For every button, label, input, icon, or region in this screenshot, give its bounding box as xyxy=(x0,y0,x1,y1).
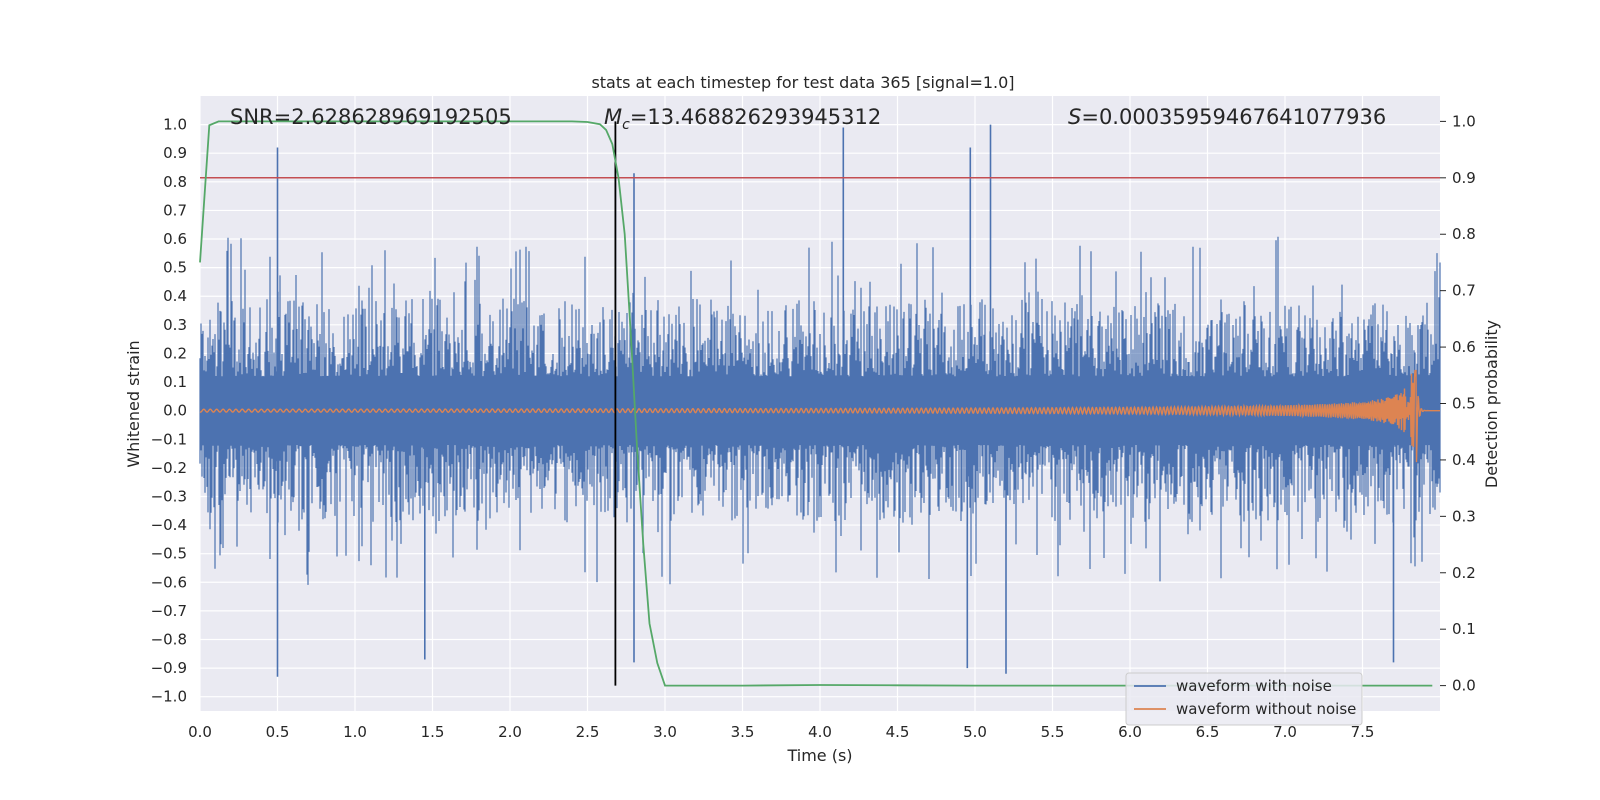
y-left-tick-label: 0.1 xyxy=(163,373,187,391)
y-left-tick-label: 1.0 xyxy=(163,116,187,134)
legend-label-noisy: waveform with noise xyxy=(1176,677,1332,695)
x-tick-label: 6.0 xyxy=(1118,723,1142,741)
y-left-tick-label: −0.5 xyxy=(151,545,187,563)
right-y-axis-ticks: 1.0 0.9 0.8 0.7 0.6 0.5 0.4 0.3 0.2 0.1 0.0 xyxy=(1440,112,1476,695)
y-right-tick-label: 0.8 xyxy=(1452,225,1476,243)
y-right-tick-label: 0.7 xyxy=(1452,282,1476,300)
y-left-tick-label: 0.8 xyxy=(163,173,187,191)
y-right-tick-label: 0.9 xyxy=(1452,169,1476,187)
chirp-mass-symbol: M xyxy=(604,105,622,129)
x-tick-label: 4.5 xyxy=(886,723,910,741)
noisy-waveform-peaks xyxy=(276,124,1395,677)
y-right-tick-label: 0.1 xyxy=(1452,620,1476,638)
legend-label-clean: waveform without noise xyxy=(1176,700,1356,718)
y-left-tick-label: 0.5 xyxy=(163,259,187,277)
x-tick-label: 4.0 xyxy=(808,723,832,741)
y-left-tick-label: 0.7 xyxy=(163,201,187,219)
y-right-tick-label: 0.3 xyxy=(1452,507,1476,525)
y-right-tick-label: 0.0 xyxy=(1452,677,1476,695)
x-tick-label: 1.0 xyxy=(343,723,367,741)
x-axis-ticks: 0.0 0.5 1.0 1.5 2.0 2.5 3.0 3.5 4.0 4.5 5.0 5.5 6.0 6… xyxy=(188,723,1374,741)
legend-box xyxy=(1125,672,1363,726)
y-right-tick-label: 0.5 xyxy=(1452,395,1476,413)
y-left-tick-label: −0.7 xyxy=(151,602,187,620)
x-tick-label: 3.0 xyxy=(653,723,677,741)
y-left-tick-label: 0.4 xyxy=(163,287,187,305)
snr-annotation: SNR=2.628628969192505 xyxy=(230,105,512,129)
y-left-tick-label: −0.6 xyxy=(151,573,187,591)
legend: waveform with noise waveform without noi… xyxy=(1125,672,1363,726)
left-y-axis-ticks: 1.0 0.9 0.8 0.7 0.6 0.5 0.4 0.3 0.2 0.1 0.0 −0.1 −0.… xyxy=(151,116,187,706)
y-left-tick-label: −1.0 xyxy=(151,688,187,706)
y-right-tick-label: 0.6 xyxy=(1452,338,1476,356)
chart-title: stats at each timestep for test data 365… xyxy=(591,73,1014,92)
y-left-tick-label: 0.3 xyxy=(163,316,187,334)
overlay-lines xyxy=(199,120,1440,687)
s-annotation: S=0.00035959467641077936 xyxy=(1068,105,1386,129)
s-symbol: S xyxy=(1068,105,1081,129)
clean-waveform-path xyxy=(199,369,1440,463)
x-tick-label: 5.5 xyxy=(1041,723,1065,741)
y-right-tick-label: 1.0 xyxy=(1452,112,1476,130)
x-tick-label: 3.5 xyxy=(731,723,755,741)
x-tick-label: 7.5 xyxy=(1351,723,1375,741)
clean-waveform xyxy=(199,369,1440,463)
y-left-tick-label: −0.8 xyxy=(151,630,187,648)
y-left-tick-label: 0.9 xyxy=(163,144,187,162)
y-left-tick-label: −0.4 xyxy=(151,516,187,534)
x-tick-label: 0.5 xyxy=(266,723,290,741)
y-left-tick-label: −0.1 xyxy=(151,430,187,448)
right-y-axis-label: Detection probability xyxy=(1482,320,1501,488)
y-left-tick-label: 0.0 xyxy=(163,402,187,420)
x-tick-label: 2.0 xyxy=(498,723,522,741)
y-right-tick-label: 0.4 xyxy=(1452,451,1476,469)
x-tick-label: 0.0 xyxy=(188,723,212,741)
y-left-tick-label: 0.2 xyxy=(163,344,187,362)
y-right-tick-label: 0.2 xyxy=(1452,564,1476,582)
chirp-mass-subscript: c xyxy=(622,117,630,133)
y-left-tick-label: −0.3 xyxy=(151,487,187,505)
x-tick-label: 6.5 xyxy=(1196,723,1220,741)
x-tick-label: 1.5 xyxy=(421,723,445,741)
chirp-mass-annotation: Mc=13.468826293945312 xyxy=(604,105,881,133)
y-left-tick-label: −0.9 xyxy=(151,659,187,677)
chirp-mass-value: =13.468826293945312 xyxy=(630,105,881,129)
detection-probability-line xyxy=(199,120,1433,687)
x-tick-label: 5.0 xyxy=(963,723,987,741)
x-tick-label: 7.0 xyxy=(1273,723,1297,741)
y-left-tick-label: −0.2 xyxy=(151,459,187,477)
stat-annotations: SNR=2.628628969192505 Mc=13.468826293945… xyxy=(230,105,1386,133)
x-axis-label: Time (s) xyxy=(786,746,852,765)
s-value: =0.00035959467641077936 xyxy=(1081,105,1386,129)
y-left-tick-label: 0.6 xyxy=(163,230,187,248)
left-y-axis-label: Whitened strain xyxy=(124,340,143,467)
noisy-waveform xyxy=(199,124,1441,677)
x-tick-label: 2.5 xyxy=(576,723,600,741)
